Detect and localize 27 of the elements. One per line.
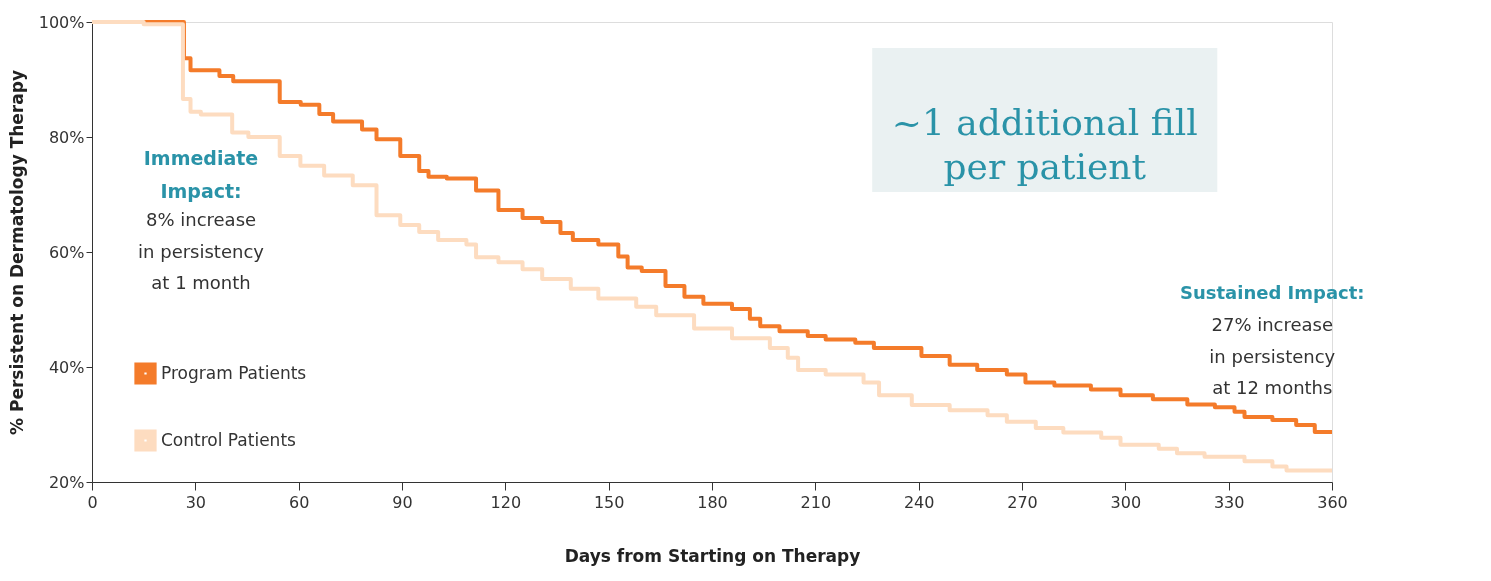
annotation: ~1 additional fill per patient bbox=[891, 102, 1198, 187]
x-tick-label: 30 bbox=[185, 492, 207, 512]
x-tick-label: 210 bbox=[800, 492, 832, 512]
y-tick-label: 60% bbox=[48, 242, 85, 262]
x-tick-label: 300 bbox=[1110, 492, 1142, 512]
annotation: Sustained Impact: bbox=[1180, 282, 1365, 303]
annotation: Immediate Impact: bbox=[143, 147, 259, 203]
x-tick-label: 330 bbox=[1213, 492, 1245, 512]
x-tick-label: 360 bbox=[1317, 492, 1348, 512]
y-tick-label: 100% bbox=[38, 12, 85, 32]
y-axis-title: % Persistent on Dermatology Therapy bbox=[6, 70, 27, 435]
x-tick-label: 240 bbox=[903, 492, 935, 512]
x-tick-label: 0 bbox=[87, 492, 98, 512]
legend-label: Control Patients bbox=[161, 429, 297, 450]
x-tick-label: 90 bbox=[392, 492, 413, 512]
y-tick-label: 20% bbox=[48, 472, 85, 492]
y-tick-label: 80% bbox=[48, 127, 85, 147]
annotation: 27% increase in persistency at 12 months bbox=[1209, 314, 1336, 398]
x-tick-label: 150 bbox=[593, 492, 625, 512]
x-tick-label: 180 bbox=[697, 492, 728, 512]
x-tick-label: 270 bbox=[1007, 492, 1038, 512]
x-axis-title: Days from Starting on Therapy bbox=[564, 545, 861, 566]
x-tick-label: 120 bbox=[490, 492, 522, 512]
x-tick-label: 60 bbox=[288, 492, 310, 512]
annotation: 8% increase in persistency at 1 month bbox=[138, 209, 265, 293]
y-tick-label: 40% bbox=[48, 357, 85, 377]
legend-label: Program Patients bbox=[161, 362, 307, 383]
